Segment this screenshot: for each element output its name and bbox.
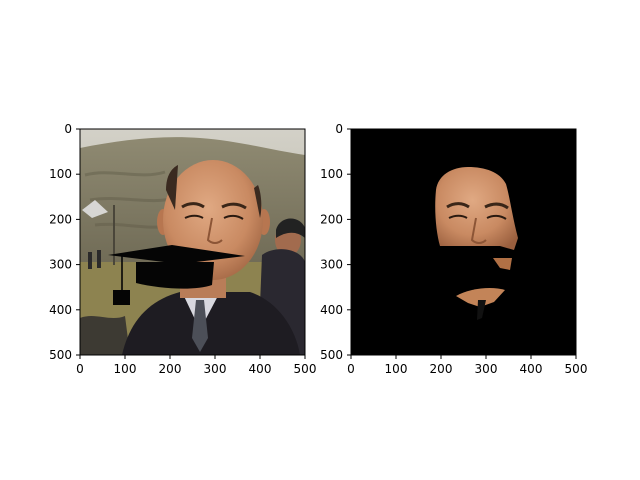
photo-man-eye-right [223, 214, 244, 220]
right-y-tick-label-5: 500 [320, 348, 343, 362]
left-x-tick-label-0: 0 [76, 362, 84, 376]
left-y-tick-label-5: 500 [49, 348, 72, 362]
right-mask [351, 129, 576, 355]
photo-man-nose [206, 217, 223, 244]
right-x-tick-label-1: 100 [385, 362, 408, 376]
right-x-tick-label-2: 200 [430, 362, 453, 376]
photo-man-hair-right [254, 185, 262, 218]
axis-ticks: 0 100 200 300 400 500 0 100 200 300 400 500 0 100 200 3… [49, 122, 587, 376]
photo-man-brow-right [221, 202, 247, 210]
left-photo [80, 129, 305, 355]
photo-man-tie [192, 300, 208, 352]
right-y-tick-label-0: 0 [335, 122, 343, 136]
right-x-tick-label-0: 0 [347, 362, 355, 376]
photo-man-hair-left [166, 165, 178, 210]
photo-man-eye-left [184, 214, 204, 219]
photo-person-2 [97, 250, 101, 268]
left-y-tick-label-3: 300 [49, 258, 72, 272]
left-x-tick-label-5: 500 [294, 362, 317, 376]
photo-snow-patch [82, 200, 108, 218]
mortarboard-skullcap [136, 262, 214, 289]
mortarboard-tassel-tip [113, 300, 130, 305]
left-x-tick-label-4: 400 [249, 362, 272, 376]
photo-pole [113, 205, 115, 265]
mask-brow-right [484, 202, 509, 210]
left-y-tick-label-0: 0 [64, 122, 72, 136]
left-x-tick-label-1: 100 [114, 362, 137, 376]
mask-eye-left [448, 214, 468, 219]
right-y-tick-label-3: 300 [320, 258, 343, 272]
mortarboard-top [108, 245, 245, 264]
right-y-tick-label-1: 100 [320, 167, 343, 181]
right-y-tick-label-4: 400 [320, 303, 343, 317]
mask-nose [470, 217, 487, 244]
photo-man-brow-left [181, 202, 205, 209]
left-y-tick-label-4: 400 [49, 303, 72, 317]
left-x-tick-label-2: 200 [159, 362, 182, 376]
photo-man-suit [122, 292, 300, 355]
mask-brow-left [446, 202, 470, 209]
mask-collar-fragment [477, 300, 486, 320]
photo-person-1 [88, 252, 92, 269]
photo-bg-person-hair [276, 218, 305, 238]
right-x-tick-label-3: 300 [475, 362, 498, 376]
photo-crowd [80, 316, 130, 355]
right-axes-frame [350, 128, 577, 356]
left-x-tick-label-3: 300 [204, 362, 227, 376]
mask-eye-right [486, 214, 507, 220]
right-x-tick-label-5: 500 [565, 362, 588, 376]
mortarboard-tassel [113, 290, 130, 305]
right-y-tick-label-2: 200 [320, 212, 343, 226]
left-y-tick-label-2: 200 [49, 212, 72, 226]
mask-cheek-fragment [493, 258, 512, 270]
left-axes-frame [79, 128, 306, 356]
mask-chin-fragment [456, 288, 505, 307]
mask-face-region [435, 167, 518, 250]
right-x-tick-label-4: 400 [520, 362, 543, 376]
left-y-tick-label-1: 100 [49, 167, 72, 181]
